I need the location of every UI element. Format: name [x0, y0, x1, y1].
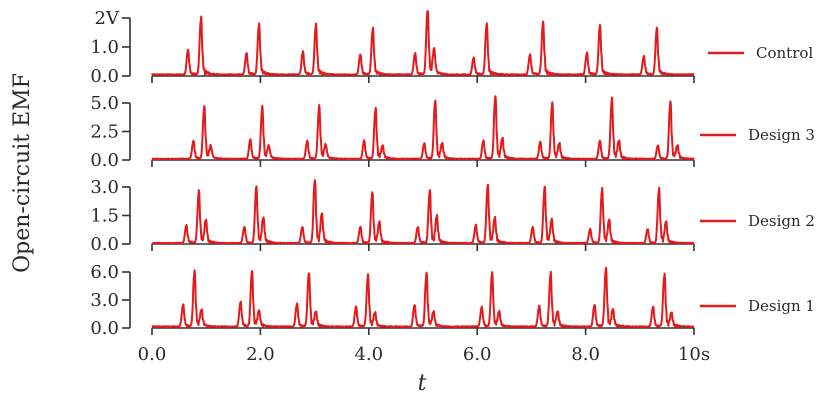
- x-axis: 0.0 2.0 4.0 6.0 8.0 10s: [138, 344, 710, 365]
- y-tick-label: 0.0: [90, 66, 119, 87]
- y-tick-label: 3.0: [90, 177, 119, 198]
- legend-label: Control: [756, 44, 813, 62]
- x-tick-label: 2.0: [246, 344, 275, 365]
- y-tick-label: 0.0: [90, 318, 119, 339]
- series-line: [151, 95, 695, 161]
- x-tick-label: 4.0: [354, 344, 383, 365]
- x-tick-label: 10s: [678, 344, 710, 365]
- legend-label: Design 3: [748, 126, 815, 144]
- y-tick-label: 1.0: [90, 37, 119, 58]
- series-line: [151, 179, 695, 245]
- y-tick-label: 0.0: [90, 150, 119, 171]
- legend-label: Design 2: [748, 212, 815, 230]
- y-tick-label: 6.0: [90, 262, 119, 283]
- series-line: [151, 266, 695, 328]
- panel-2: 0.0 1.5 3.0 Design 2: [90, 177, 815, 255]
- x-axis-label: t: [418, 371, 427, 396]
- y-tick-label: 0.0: [90, 234, 119, 255]
- y-axis-label: Open-circuit EMF: [10, 73, 35, 273]
- y-tick-label: 3.0: [90, 290, 119, 311]
- y-tick-label: 5.0: [90, 93, 119, 114]
- y-tick-label: 1.5: [90, 206, 119, 227]
- y-tick-label: 2.5: [90, 122, 119, 143]
- y-tick-label: 2V: [95, 8, 120, 29]
- chart-panels: 0.0 1.0 2V Control 0.0 2.5 5.0 Design 3 0.0 1.5 3.…: [90, 8, 815, 339]
- panel-0: 0.0 1.0 2V Control: [90, 8, 813, 87]
- legend-label: Design 1: [748, 297, 815, 315]
- x-tick-label: 8.0: [571, 344, 600, 365]
- x-tick-label: 6.0: [463, 344, 492, 365]
- panel-1: 0.0 2.5 5.0 Design 3: [90, 93, 815, 171]
- series-line: [151, 10, 695, 76]
- panel-3: 0.0 3.0 6.0 Design 1: [90, 262, 815, 339]
- x-tick-label: 0.0: [138, 344, 167, 365]
